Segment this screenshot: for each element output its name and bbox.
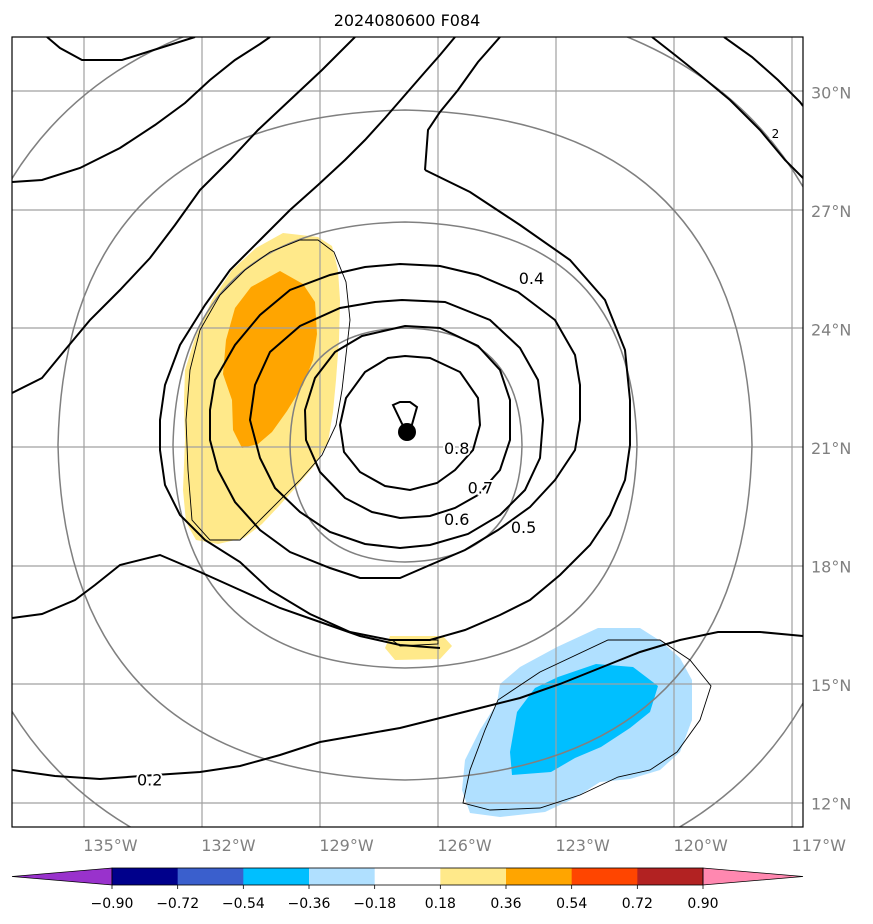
lon-tick-label: 126°W	[437, 836, 492, 855]
lat-tick-label: 24°N	[811, 320, 851, 339]
colorbar-extend-min	[11, 867, 113, 886]
map-frame	[11, 36, 804, 828]
chart-title: 2024080600 F084	[334, 11, 481, 30]
main-contours	[12, 37, 803, 781]
colorbar-segment	[243, 868, 310, 885]
contour-0.3	[159, 37, 631, 641]
colorbar-tick-label: 0.90	[687, 896, 718, 912]
contour-0.6	[303, 324, 511, 520]
colorbar-tick-label: −0.36	[288, 896, 331, 912]
colorbar-segment	[637, 868, 704, 885]
contour-southwest	[12, 553, 441, 649]
negative-anomaly-shading	[462, 628, 692, 817]
colorbar-tick-label: 0.36	[490, 896, 521, 912]
colorbar-segment	[440, 868, 507, 885]
colorbar-segment	[571, 868, 638, 885]
lon-tick-label: 120°W	[674, 836, 729, 855]
lat-tick-label: 27°N	[811, 202, 851, 221]
lon-tick-label: 132°W	[201, 836, 256, 855]
contour-0.2-mid	[12, 37, 271, 183]
colorbar-tick-label: 0.54	[556, 896, 587, 912]
colorbar-tick-label: 0.72	[622, 896, 653, 912]
colorbar-segment	[506, 868, 573, 885]
colorbar-tick-label: −0.54	[222, 896, 265, 912]
contour-top-right-2	[723, 37, 803, 107]
colorbar-segment	[112, 868, 179, 885]
contour-label: 0.7	[468, 478, 493, 497]
lon-tick-label: 129°W	[319, 836, 374, 855]
shade-yellow-small	[385, 636, 452, 660]
contour-labels: 0.8 0.7 0.6 0.5 0.4 0.2 2	[135, 125, 781, 792]
colorbar-segment	[374, 868, 441, 885]
lat-tick-label: 21°N	[811, 439, 851, 458]
lat-tick-label: 30°N	[811, 83, 851, 102]
lon-tick-label: 117°W	[792, 836, 847, 855]
contour-0.3-west	[12, 37, 356, 394]
lon-tick-label: 123°W	[555, 836, 610, 855]
contour-label: 2	[772, 127, 780, 141]
colorbar-tick-label: −0.72	[156, 896, 199, 912]
positive-anomaly-shading	[183, 233, 452, 660]
lon-tick-label: 135°W	[83, 836, 138, 855]
shade-orange-west	[223, 271, 317, 448]
colorbar-tick-label: 0.18	[425, 896, 456, 912]
lat-tick-label: 12°N	[811, 794, 851, 813]
latitude-tick-labels: 12°N 15°N 18°N 21°N 24°N 27°N 30°N	[811, 83, 851, 813]
colorbar-outline	[111, 867, 704, 886]
longitude-tick-labels: 135°W 132°W 129°W 126°W 123°W 120°W 117°W	[83, 836, 846, 855]
contour-top-left	[46, 37, 196, 61]
contour-0.2	[12, 631, 803, 781]
contour-0.7	[338, 354, 482, 492]
contour-0.5	[248, 298, 545, 550]
colorbar-extend-max	[702, 867, 804, 886]
storm-center-marker	[398, 423, 416, 441]
range-rings	[12, 37, 803, 827]
colorbar: −0.90 −0.72 −0.54 −0.36 −0.18 0.18 0.36 0.54 0.7…	[11, 867, 804, 912]
colorbar-segment	[177, 868, 244, 885]
shade-deepskyblue-southeast	[510, 664, 658, 775]
contour-label: 0.8	[444, 439, 469, 458]
colorbar-segment	[309, 868, 376, 885]
colorbar-tick-label: −0.18	[353, 896, 396, 912]
contour-top-right	[651, 37, 803, 179]
contour-label: 0.6	[444, 510, 469, 529]
colorbar-tick-label: −0.90	[91, 896, 134, 912]
contour-label: 0.5	[511, 518, 536, 537]
contour-label: 0.4	[519, 269, 544, 288]
lat-tick-label: 18°N	[811, 557, 851, 576]
lat-tick-label: 15°N	[811, 676, 851, 695]
contour-label: 0.2	[137, 771, 162, 790]
contour-0.4	[209, 262, 581, 579]
